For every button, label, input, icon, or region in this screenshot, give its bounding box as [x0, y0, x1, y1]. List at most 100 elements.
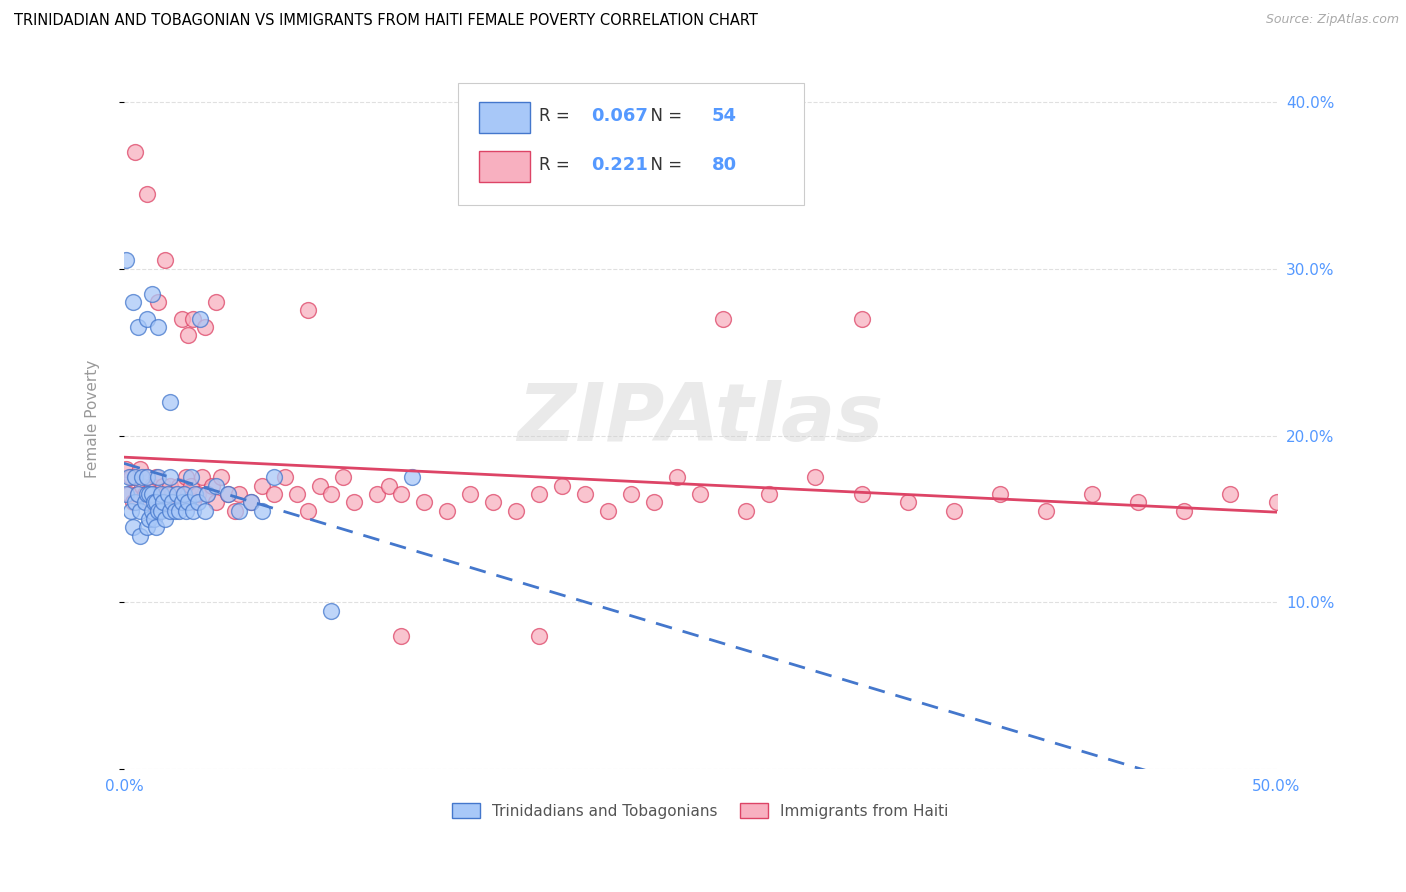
Point	[124, 145, 146, 159]
Point	[127, 487, 149, 501]
Point	[134, 495, 156, 509]
Point	[851, 487, 873, 501]
Point	[252, 504, 274, 518]
Point	[195, 487, 218, 501]
Point	[142, 495, 165, 509]
Point	[263, 487, 285, 501]
Point	[321, 487, 343, 501]
Point	[942, 504, 965, 518]
Point	[163, 495, 186, 509]
Point	[115, 487, 138, 501]
Point	[138, 487, 160, 501]
Point	[136, 470, 159, 484]
Point	[131, 470, 153, 484]
Point	[620, 487, 643, 501]
Point	[166, 487, 188, 501]
Text: N =: N =	[640, 156, 688, 174]
Point	[187, 487, 209, 501]
Point	[167, 504, 190, 518]
Point	[162, 495, 184, 509]
Point	[711, 311, 734, 326]
Point	[332, 470, 354, 484]
Text: R =: R =	[538, 156, 575, 174]
Point	[804, 470, 827, 484]
Point	[138, 495, 160, 509]
Text: ZIPAtlas: ZIPAtlas	[517, 380, 883, 458]
Point	[148, 295, 170, 310]
Point	[187, 495, 209, 509]
Point	[1081, 487, 1104, 501]
Point	[596, 504, 619, 518]
Point	[136, 186, 159, 201]
Point	[159, 470, 181, 484]
Text: TRINIDADIAN AND TOBAGONIAN VS IMMIGRANTS FROM HAITI FEMALE POVERTY CORRELATION C: TRINIDADIAN AND TOBAGONIAN VS IMMIGRANTS…	[14, 13, 758, 29]
Point	[148, 320, 170, 334]
Point	[170, 495, 193, 509]
Point	[149, 487, 172, 501]
Point	[378, 478, 401, 492]
Y-axis label: Female Poverty: Female Poverty	[86, 359, 100, 478]
Point	[152, 495, 174, 509]
Point	[141, 504, 163, 518]
Point	[205, 295, 228, 310]
Point	[574, 487, 596, 501]
Point	[412, 495, 434, 509]
Point	[149, 487, 172, 501]
Text: 0.067: 0.067	[591, 107, 648, 125]
Point	[173, 487, 195, 501]
Point	[122, 520, 145, 534]
Point	[228, 487, 250, 501]
Point	[458, 487, 481, 501]
Point	[136, 487, 159, 501]
Point	[127, 320, 149, 334]
Point	[217, 487, 239, 501]
Point	[155, 487, 177, 501]
Point	[142, 512, 165, 526]
Point	[1288, 504, 1310, 518]
Point	[252, 478, 274, 492]
Point	[209, 470, 232, 484]
Point	[200, 478, 222, 492]
Point	[136, 470, 159, 484]
Point	[527, 629, 550, 643]
Point	[181, 311, 204, 326]
Point	[149, 504, 172, 518]
Point	[188, 311, 211, 326]
Text: 0.221: 0.221	[591, 156, 648, 174]
Point	[551, 478, 574, 492]
Point	[142, 487, 165, 501]
Point	[285, 487, 308, 501]
Point	[321, 604, 343, 618]
Point	[115, 253, 138, 268]
Point	[1128, 495, 1150, 509]
Point	[758, 487, 780, 501]
Point	[505, 504, 527, 518]
Point	[159, 478, 181, 492]
Point	[152, 478, 174, 492]
FancyBboxPatch shape	[479, 152, 530, 182]
Point	[145, 495, 167, 509]
Point	[148, 470, 170, 484]
Point	[155, 512, 177, 526]
Point	[141, 478, 163, 492]
Point	[129, 462, 152, 476]
Point	[148, 495, 170, 509]
Point	[988, 487, 1011, 501]
Point	[163, 504, 186, 518]
Point	[173, 487, 195, 501]
Point	[184, 487, 207, 501]
Point	[263, 470, 285, 484]
Point	[180, 478, 202, 492]
Point	[897, 495, 920, 509]
Legend: Trinidadians and Tobagonians, Immigrants from Haiti: Trinidadians and Tobagonians, Immigrants…	[446, 797, 955, 825]
FancyBboxPatch shape	[458, 83, 804, 205]
Point	[156, 495, 179, 509]
Point	[131, 478, 153, 492]
Point	[170, 495, 193, 509]
Point	[136, 311, 159, 326]
Point	[174, 504, 197, 518]
Point	[195, 487, 218, 501]
Point	[117, 470, 139, 484]
Point	[239, 495, 262, 509]
Point	[735, 504, 758, 518]
